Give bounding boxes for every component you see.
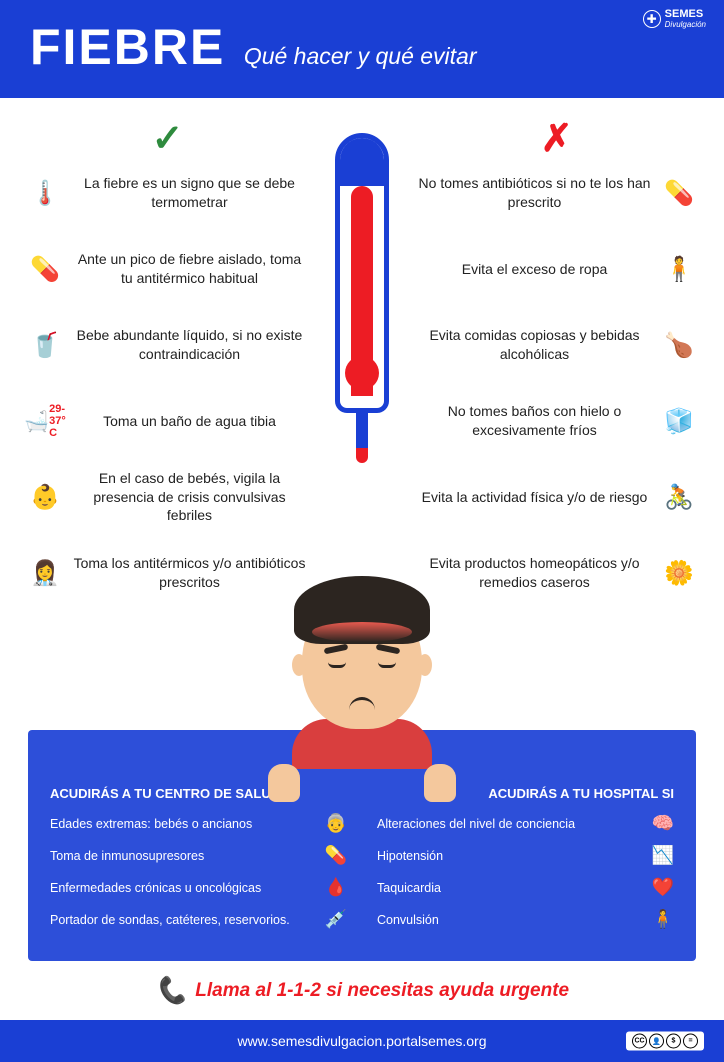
info-text: Edades extremas: bebés o ancianos [50,817,317,831]
item-icon: 💊 [662,176,696,210]
dont-item: Evita productos homeopáticos y/o remedio… [417,544,696,602]
item-icon: 🌼 [662,556,696,590]
dont-item: No tomes baños con hielo o excesivamente… [417,392,696,450]
health-center-item: Toma de inmunosupresores 💊 [50,845,347,866]
item-text: Evita el exceso de ropa [417,260,652,279]
item-icon: 🛁29-37° C [28,404,62,438]
cross-icon: ✗ [541,118,573,160]
logo-text: SEMES [665,8,706,20]
item-text: Toma los antitérmicos y/o antibióticos p… [72,554,307,592]
info-text: Toma de inmunosupresores [50,849,317,863]
dont-item: Evita comidas copiosas y bebidas alcohól… [417,316,696,374]
item-icon: 🧍 [662,252,696,286]
health-center-column: ACUDIRÁS A TU CENTRO DE SALUD SI Edades … [50,786,347,941]
page-title: FIEBRE [30,18,225,76]
item-text: Evita comidas copiosas y bebidas alcohól… [417,326,652,364]
header: ✚ SEMES Divulgación FIEBRE Qué hacer y q… [0,0,724,98]
dont-item: No tomes antibióticos si no te los han p… [417,164,696,222]
info-icon: 💉 [325,909,347,930]
info-text: Portador de sondas, catéteres, reservori… [50,913,317,927]
info-icon: 🩸 [325,877,347,898]
info-icon: 📉 [652,845,674,866]
item-icon: 💊 [28,252,62,286]
hospital-column: ACUDIRÁS A TU HOSPITAL SI Alteraciones d… [377,786,674,941]
info-icon: 💊 [325,845,347,866]
hospital-item: Alteraciones del nivel de conciencia 🧠 [377,813,674,834]
info-text: Convulsión [377,913,644,927]
footer-url: www.semesdivulgacion.portalsemes.org [238,1033,487,1049]
check-icon: ✓ [152,118,184,160]
do-item: 🛁29-37° C Toma un baño de agua tibia [28,392,307,450]
item-icon: 🧊 [662,404,696,438]
hospital-item: Taquicardia ❤️ [377,877,674,898]
item-text: Evita la actividad física y/o de riesgo [417,488,652,507]
phone-icon: 📞 [155,975,187,1006]
health-center-item: Portador de sondas, catéteres, reservori… [50,909,347,930]
item-text: No tomes antibióticos si no te los han p… [417,174,652,212]
info-icon: 🧠 [652,813,674,834]
info-icon: ❤️ [652,877,674,898]
item-icon: 👩‍⚕️ [28,556,62,590]
info-text: Enfermedades crónicas u oncológicas [50,881,317,895]
item-icon: 🌡️ [28,176,62,210]
item-icon: 🍗 [662,328,696,362]
hospital-item: Hipotensión 📉 [377,845,674,866]
item-text: Evita productos homeopáticos y/o remedio… [417,554,652,592]
item-text: No tomes baños con hielo o excesivamente… [417,402,652,440]
item-text: Bebe abundante líquido, si no existe con… [72,326,307,364]
do-item: 🌡️ La fiebre es un signo que se debe term… [28,164,307,222]
info-text: Hipotensión [377,849,644,863]
dont-item: Evita el exceso de ropa 🧍 [417,240,696,298]
item-text: Ante un pico de fiebre aislado, toma tu … [72,250,307,288]
info-text: Alteraciones del nivel de conciencia [377,817,644,831]
item-icon: 🚴 [662,480,696,514]
health-center-item: Edades extremas: bebés o ancianos 👵 [50,813,347,834]
sick-person-graphic [272,594,452,794]
info-icon: 👵 [325,813,347,834]
cc-license-badge: CC 👤 $ = [626,1032,704,1051]
item-text: Toma un baño de agua tibia [72,412,307,431]
do-item: 🥤 Bebe abundante líquido, si no existe co… [28,316,307,374]
item-icon: 🥤 [28,328,62,362]
item-text: La fiebre es un signo que se debe termom… [72,174,307,212]
info-icon: 🧍 [652,909,674,930]
do-item: 👩‍⚕️ Toma los antitérmicos y/o antibiótic… [28,544,307,602]
do-item: 💊 Ante un pico de fiebre aislado, toma tu… [28,240,307,298]
do-item: 👶 En el caso de bebés, vigila la presenci… [28,468,307,526]
thermometer-graphic [327,133,397,473]
logo-icon: ✚ [643,10,661,28]
main-content: ✓ 🌡️ La fiebre es un signo que se debe te… [0,98,724,730]
info-text: Taquicardia [377,881,644,895]
logo: ✚ SEMES Divulgación [643,8,706,29]
item-icon: 👶 [28,480,62,514]
item-text: En el caso de bebés, vigila la presencia… [72,469,307,526]
page-subtitle: Qué hacer y qué evitar [244,43,477,69]
emergency-banner: 📞 Llama al 1-1-2 si necesitas ayuda urge… [0,961,724,1020]
dont-item: Evita la actividad física y/o de riesgo 🚴 [417,468,696,526]
footer: www.semesdivulgacion.portalsemes.org CC … [0,1020,724,1062]
logo-subtitle: Divulgación [665,20,706,29]
hospital-item: Convulsión 🧍 [377,909,674,930]
health-center-item: Enfermedades crónicas u oncológicas 🩸 [50,877,347,898]
emergency-text: Llama al 1-1-2 si necesitas ayuda urgent… [195,980,569,1002]
